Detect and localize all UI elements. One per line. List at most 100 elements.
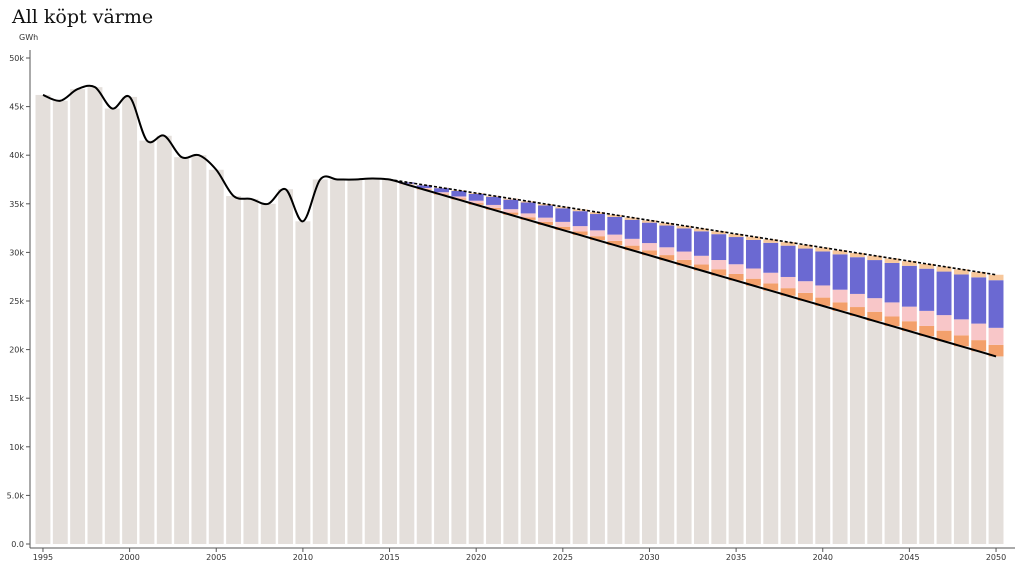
- bar-segment: [642, 220, 657, 223]
- bar-segment: [278, 189, 294, 544]
- bar-segment: [988, 344, 1004, 357]
- bar-segment: [590, 214, 605, 231]
- bar-segment: [901, 331, 917, 544]
- bar-segment: [728, 237, 744, 265]
- bar-segment: [676, 251, 692, 260]
- bar-segment: [763, 242, 779, 273]
- bar-segment: [728, 273, 744, 281]
- x-tick-label: 2020: [466, 553, 486, 562]
- bar-segment: [815, 247, 831, 252]
- bar-segment: [745, 285, 761, 544]
- bar-segment: [624, 250, 640, 544]
- bar-segment: [711, 260, 727, 270]
- bar-segment: [780, 242, 796, 246]
- bar-segment: [590, 212, 605, 215]
- bar-segment: [693, 231, 709, 256]
- bar-segment: [520, 219, 536, 545]
- bar-segment: [797, 300, 813, 544]
- y-tick-label: 20k: [9, 346, 24, 355]
- x-tick-label: 2050: [986, 553, 1006, 562]
- bar-segment: [555, 226, 571, 231]
- bar-segment: [867, 255, 883, 261]
- bar-segment: [919, 268, 935, 311]
- bar-segment: [434, 192, 449, 194]
- bar-segment: [988, 327, 1004, 345]
- x-tick-label: 1995: [33, 553, 53, 562]
- y-tick-label: 50k: [9, 54, 24, 63]
- bar-segment: [919, 325, 935, 337]
- bar-segment: [849, 257, 865, 294]
- bar-segment: [867, 321, 883, 544]
- bar-segment: [849, 307, 865, 316]
- bar-segment: [953, 319, 969, 336]
- bar-segment: [538, 205, 553, 218]
- y-tick-label: 40k: [9, 151, 24, 160]
- bar-segment: [468, 204, 484, 544]
- bar-segment: [191, 155, 207, 544]
- bar-segment: [971, 323, 987, 341]
- bar-segment: [988, 280, 1004, 328]
- bar-segment: [416, 185, 432, 188]
- bar-segment: [468, 193, 484, 201]
- bar-segment: [780, 288, 796, 296]
- bar-segment: [849, 252, 865, 258]
- x-tick-label: 2030: [639, 553, 659, 562]
- bar-segment: [953, 269, 969, 275]
- bar-segment: [884, 316, 900, 327]
- x-tick-label: 2015: [379, 553, 399, 562]
- bar-segment: [399, 182, 415, 184]
- bar-segment: [711, 231, 727, 235]
- bar-segment: [884, 302, 900, 317]
- bar-segment: [590, 236, 605, 241]
- bar-segment: [659, 260, 675, 544]
- bar-segment: [676, 225, 692, 229]
- bar-segment: [486, 196, 501, 205]
- bar-segment: [763, 272, 779, 284]
- bar-segment: [728, 280, 744, 544]
- bar-segment: [607, 216, 623, 235]
- x-tick-label: 2010: [293, 553, 313, 562]
- bar-segment: [572, 226, 588, 232]
- x-tick-label: 2005: [206, 553, 226, 562]
- bar-segment: [538, 222, 553, 225]
- bar-segment: [763, 283, 779, 291]
- bar-segment: [624, 245, 640, 251]
- bar-segment: [451, 191, 467, 197]
- bar-segment: [659, 255, 675, 261]
- y-tick-label: 10k: [9, 443, 24, 452]
- total-line: [389, 178, 997, 276]
- bar-segment: [936, 266, 952, 272]
- bar-segment: [607, 245, 623, 544]
- bar-segment: [971, 277, 987, 324]
- bar-segment: [797, 244, 813, 249]
- bar-segment: [797, 248, 813, 282]
- x-tick-label: 2045: [899, 553, 919, 562]
- bar-segment: [815, 305, 831, 544]
- bar-segment: [867, 311, 883, 322]
- bar-segment: [919, 336, 935, 544]
- bar-segment: [745, 268, 761, 279]
- bar-segment: [936, 330, 952, 342]
- bar-segment: [624, 238, 640, 246]
- bar-segment: [226, 196, 242, 545]
- bar-segment: [607, 234, 623, 241]
- y-axis-label: GWh: [19, 33, 38, 42]
- bar-segment: [953, 274, 969, 320]
- bar-segment: [607, 240, 623, 246]
- bar-segment: [174, 157, 190, 545]
- bar-segment: [901, 261, 917, 266]
- bar-segment: [849, 315, 865, 544]
- bar-segment: [988, 274, 1004, 281]
- bar-segment: [936, 341, 952, 544]
- bar-segment: [832, 250, 848, 255]
- bar-segment: [936, 315, 952, 331]
- y-tick-label: 25k: [9, 297, 24, 306]
- bar-segment: [503, 212, 519, 215]
- bar-segment: [659, 225, 675, 248]
- bar-segment: [832, 310, 848, 544]
- bar-segment: [139, 140, 155, 544]
- bar-segment: [693, 228, 709, 232]
- bar-segment: [416, 187, 432, 189]
- bar-segment: [693, 255, 709, 265]
- bar-segment: [35, 94, 51, 544]
